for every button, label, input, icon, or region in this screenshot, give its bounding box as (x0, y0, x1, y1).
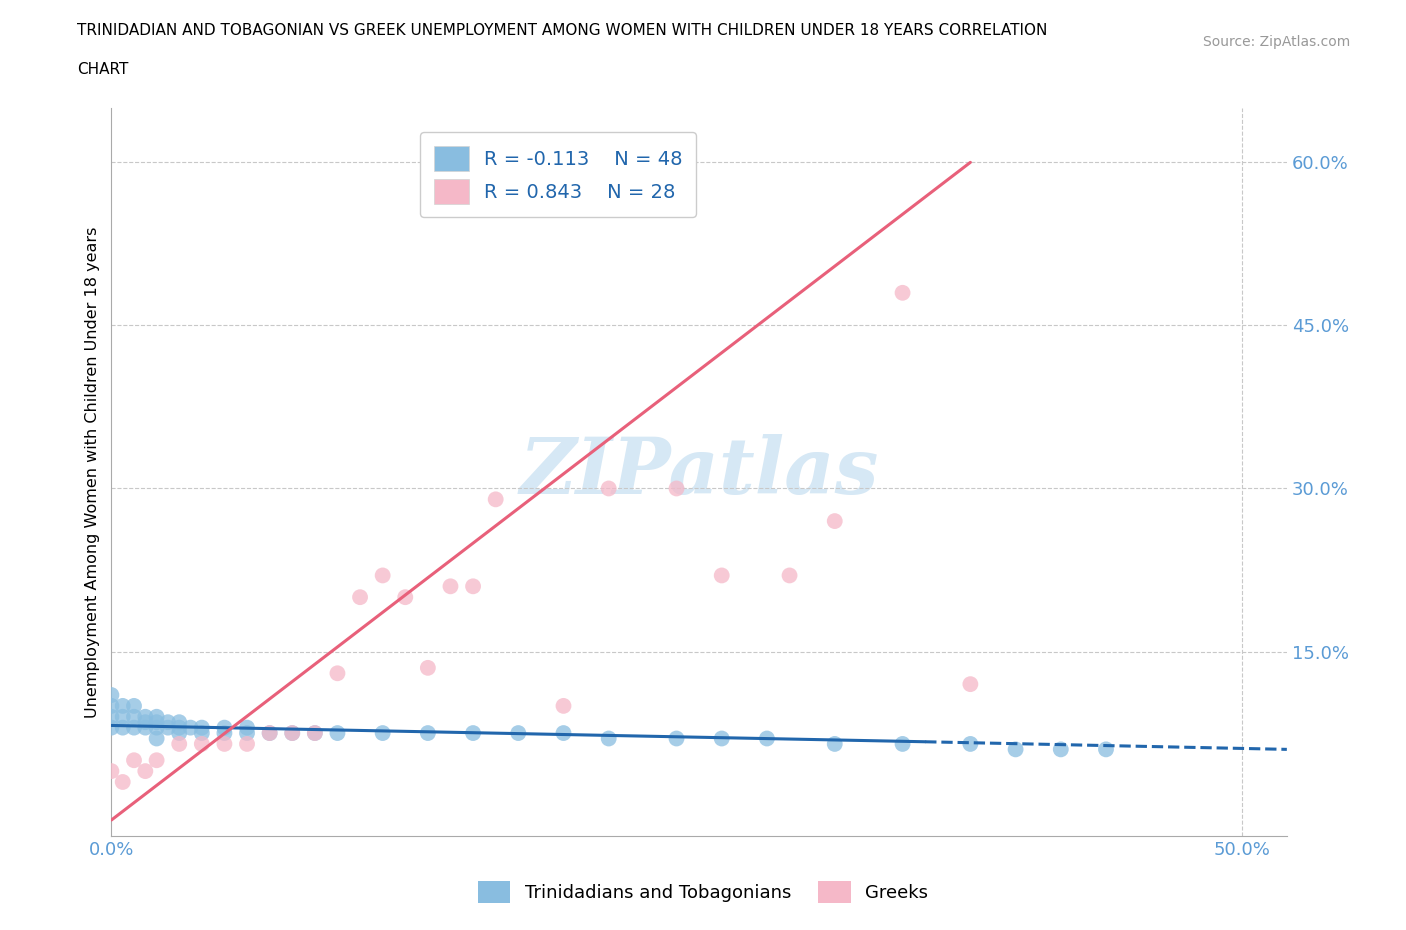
Point (304, 725, 326, 740)
Point (156, 715, 179, 730)
Point (304, 725, 326, 740)
Point (156, 720, 179, 735)
Point (100, 764, 122, 778)
Point (326, 666, 349, 681)
Point (122, 720, 145, 735)
Point (100, 698, 122, 713)
Legend: R = -0.113    N = 48, R = 0.843    N = 28: R = -0.113 N = 48, R = 0.843 N = 28 (420, 132, 696, 218)
Point (214, 720, 236, 735)
Point (145, 720, 167, 735)
Point (281, 725, 304, 740)
Point (1004, 742, 1026, 757)
Point (236, 725, 259, 740)
Point (371, 725, 394, 740)
Point (134, 710, 156, 724)
Point (214, 725, 236, 740)
Point (553, 698, 575, 713)
Text: TRINIDADIAN AND TOBAGONIAN VS GREEK UNEMPLOYMENT AMONG WOMEN WITH CHILDREN UNDER: TRINIDADIAN AND TOBAGONIAN VS GREEK UNEM… (77, 23, 1047, 38)
Text: Source: ZipAtlas.com: Source: ZipAtlas.com (1202, 35, 1350, 49)
Point (1095, 742, 1118, 757)
Point (598, 481, 620, 496)
Point (236, 737, 259, 751)
Point (191, 737, 214, 751)
Point (191, 725, 214, 740)
Point (665, 481, 688, 496)
Point (191, 720, 214, 735)
Point (122, 752, 145, 767)
Point (710, 568, 733, 583)
Point (439, 578, 461, 593)
Point (416, 660, 439, 675)
Text: ZIPatlas: ZIPatlas (519, 434, 879, 511)
Point (1049, 742, 1071, 757)
Point (553, 725, 575, 740)
Point (236, 720, 259, 735)
Point (598, 731, 620, 746)
Point (100, 687, 122, 702)
Point (111, 710, 134, 724)
Point (100, 720, 122, 735)
Point (111, 720, 134, 735)
Point (755, 731, 778, 746)
Point (349, 590, 371, 604)
Point (665, 731, 688, 746)
Point (891, 737, 914, 751)
Point (122, 710, 145, 724)
Point (326, 725, 349, 740)
Point (145, 710, 167, 724)
Point (891, 286, 914, 300)
Point (100, 710, 122, 724)
Point (134, 720, 156, 735)
Point (485, 492, 508, 507)
Point (122, 698, 145, 713)
Point (959, 737, 981, 751)
Point (710, 731, 733, 746)
Point (134, 764, 156, 778)
Point (416, 725, 439, 740)
Point (167, 720, 190, 735)
Point (824, 737, 846, 751)
Point (111, 698, 134, 713)
Legend: Trinidadians and Tobagonians, Greeks: Trinidadians and Tobagonians, Greeks (468, 871, 938, 911)
Point (145, 715, 167, 730)
Point (145, 731, 167, 746)
Point (394, 590, 416, 604)
Point (180, 720, 202, 735)
Point (779, 568, 801, 583)
Point (461, 725, 484, 740)
Point (214, 737, 236, 751)
Point (167, 725, 190, 740)
Point (959, 677, 981, 692)
Point (508, 725, 530, 740)
Point (259, 725, 281, 740)
Point (134, 715, 156, 730)
Point (259, 725, 281, 740)
Point (281, 725, 304, 740)
Point (461, 578, 484, 593)
Point (145, 752, 167, 767)
Y-axis label: Unemployment Among Women with Children Under 18 years: Unemployment Among Women with Children U… (86, 227, 100, 718)
Text: CHART: CHART (77, 62, 129, 77)
Point (167, 737, 190, 751)
Point (371, 568, 394, 583)
Point (111, 775, 134, 790)
Point (167, 715, 190, 730)
Point (824, 513, 846, 528)
